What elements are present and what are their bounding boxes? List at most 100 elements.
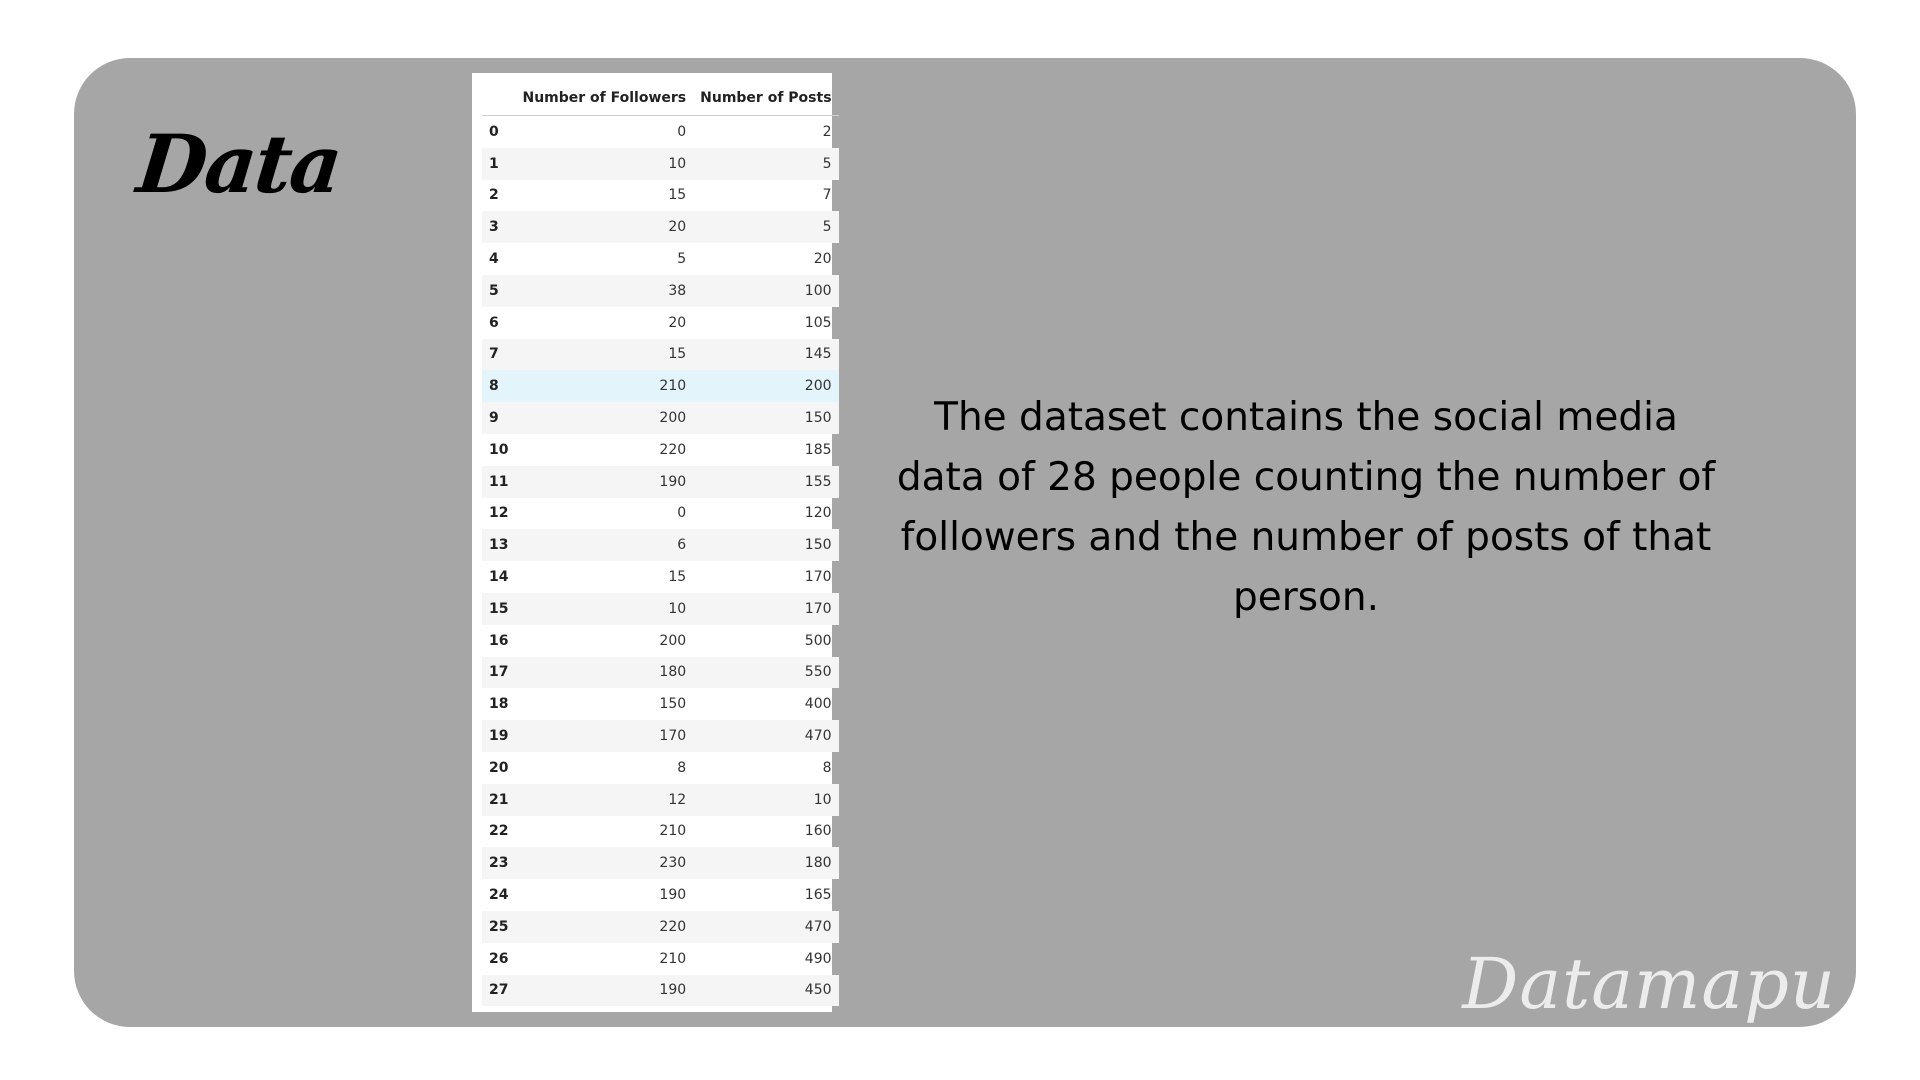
followers-cell: 150 (659, 696, 687, 713)
posts-cell: 5 (693, 211, 839, 244)
row-index-cell: 19 (482, 720, 516, 752)
followers-cell: 220 (515, 910, 694, 943)
table-row: 27 190 450 (482, 974, 839, 1007)
slide-frame: Data Number of Followers Number of Posts… (74, 58, 1856, 1027)
posts-cell: 185 (804, 441, 832, 458)
followers-cell: 10 (515, 592, 694, 625)
row-index-cell: 16 (489, 632, 509, 649)
table-row: 1 10 5 (482, 147, 839, 180)
posts-cell: 10 (693, 783, 839, 816)
posts-cell: 105 (804, 314, 832, 331)
posts-cell: 20 (813, 251, 832, 268)
followers-cell: 20 (515, 211, 694, 244)
table-row: 2 15 7 (482, 180, 839, 212)
row-index-cell: 7 (482, 338, 516, 371)
table-row: 15 10 170 (482, 592, 839, 625)
posts-cell: 2 (822, 123, 832, 140)
posts-cell: 150 (693, 529, 839, 562)
followers-cell: 15 (668, 569, 687, 586)
followers-cell: 38 (515, 274, 694, 307)
posts-cell: 100 (693, 274, 839, 307)
row-index-cell: 0 (489, 123, 499, 140)
posts-cell: 490 (804, 950, 832, 967)
row-index-cell: 10 (489, 441, 509, 458)
posts-cell: 200 (693, 370, 839, 403)
posts-cell: 150 (693, 402, 839, 434)
posts-cell: 165 (804, 887, 832, 904)
followers-cell: 8 (677, 759, 687, 776)
row-index-cell: 20 (489, 759, 509, 776)
row-index-cell: 18 (489, 696, 509, 713)
table-row: 3 20 5 (482, 211, 839, 244)
row-index-cell: 26 (489, 950, 509, 967)
row-index-cell: 24 (489, 887, 509, 904)
row-index-cell: 17 (482, 656, 516, 689)
followers-cell: 230 (515, 847, 694, 880)
row-index-cell: 15 (482, 592, 516, 625)
table-body: 0 0 2 1 10 5 2 15 7 3 20 5 4 5 20 5 38 100 6 20 105 7 15 145 8 21… (482, 116, 839, 1007)
posts-cell: 120 (804, 505, 832, 522)
followers-cell: 10 (515, 147, 694, 180)
row-index-cell: 23 (482, 847, 516, 880)
followers-cell: 170 (515, 720, 694, 752)
table-row: 26 210 490 (482, 943, 839, 975)
row-index-cell: 21 (482, 783, 516, 816)
table-row: 21 12 10 (482, 783, 839, 816)
posts-cell: 180 (693, 847, 839, 880)
row-index-cell: 13 (482, 529, 516, 562)
posts-cell: 8 (822, 759, 832, 776)
posts-cell: 400 (804, 696, 832, 713)
table-row: 12 0 120 (482, 498, 839, 530)
followers-cell: 210 (515, 370, 694, 403)
index-column-header (482, 81, 516, 116)
posts-cell: 500 (804, 632, 832, 649)
table-row: 16 200 500 (482, 625, 839, 657)
table-row: 23 230 180 (482, 847, 839, 880)
row-index-cell: 4 (489, 251, 499, 268)
table-row: 14 15 170 (482, 561, 839, 593)
table-row: 25 220 470 (482, 910, 839, 943)
followers-cell: 210 (659, 823, 687, 840)
posts-column-header: Number of Posts (693, 81, 839, 116)
row-index-cell: 9 (482, 402, 516, 434)
table-row: 4 5 20 (482, 243, 839, 275)
row-index-cell: 25 (482, 910, 516, 943)
followers-cell: 200 (659, 632, 687, 649)
row-index-cell: 22 (489, 823, 509, 840)
row-index-cell: 1 (482, 147, 516, 180)
posts-cell: 470 (693, 720, 839, 752)
posts-cell: 170 (693, 592, 839, 625)
row-index-cell: 2 (489, 187, 499, 204)
table-row: 0 0 2 (482, 116, 839, 148)
posts-cell: 5 (693, 147, 839, 180)
table-row: 18 150 400 (482, 688, 839, 720)
followers-cell: 20 (668, 314, 687, 331)
posts-cell: 7 (822, 187, 832, 204)
followers-cell: 190 (515, 974, 694, 1007)
followers-cell: 180 (515, 656, 694, 689)
followers-cell: 220 (659, 441, 687, 458)
table-row: 10 220 185 (482, 434, 839, 466)
row-index-cell: 12 (489, 505, 509, 522)
row-index-cell: 8 (482, 370, 516, 403)
posts-cell: 470 (693, 910, 839, 943)
table-row: 22 210 160 (482, 816, 839, 848)
datamapu-watermark: Datamapu (1462, 943, 1836, 1025)
followers-cell: 15 (668, 187, 687, 204)
followers-cell: 190 (659, 887, 687, 904)
table-row: 19 170 470 (482, 720, 839, 752)
followers-cell: 190 (515, 465, 694, 498)
followers-cell: 6 (515, 529, 694, 562)
row-index-cell: 6 (489, 314, 499, 331)
table-row: 6 20 105 (482, 307, 839, 339)
followers-cell: 200 (515, 402, 694, 434)
row-index-cell: 27 (482, 974, 516, 1007)
table-row: 17 180 550 (482, 656, 839, 689)
table-row: 9 200 150 (482, 402, 839, 434)
table-row: 24 190 165 (482, 879, 839, 911)
followers-cell: 12 (515, 783, 694, 816)
table-row: 7 15 145 (482, 338, 839, 371)
posts-cell: 155 (693, 465, 839, 498)
posts-cell: 550 (693, 656, 839, 689)
